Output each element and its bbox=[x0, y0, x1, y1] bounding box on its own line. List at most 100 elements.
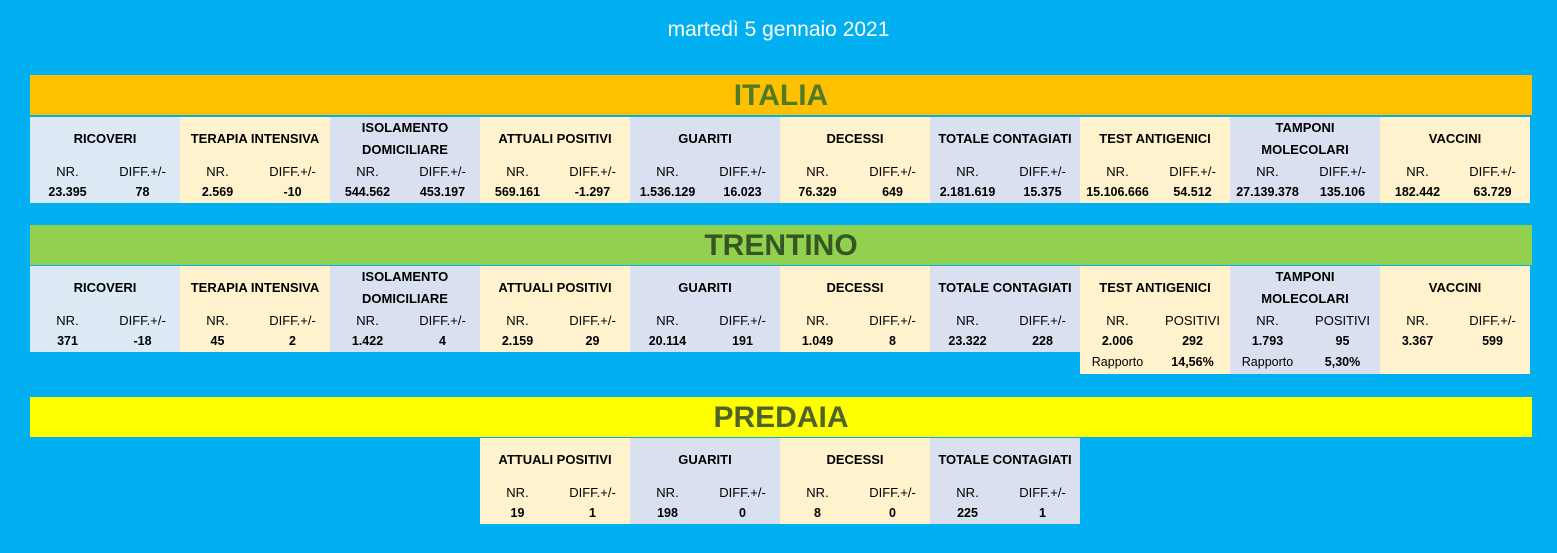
label-nr: NR. bbox=[656, 485, 679, 500]
trentino-card-terapia-intensiva: TERAPIA INTENSIVA NR. DIFF.+/- 45 2 bbox=[180, 266, 330, 352]
value-nr: 20.114 bbox=[648, 334, 687, 348]
label-diff: DIFF.+/- bbox=[419, 164, 466, 179]
value-nr: 1.049 bbox=[801, 334, 834, 348]
label-diff: DIFF.+/- bbox=[419, 313, 466, 328]
card-title: GUARITI bbox=[678, 452, 732, 467]
label-diff: POSITIVI bbox=[1165, 313, 1220, 328]
card-title: TEST ANTIGENICI bbox=[1099, 131, 1211, 146]
label-nr: NR. bbox=[1406, 164, 1429, 179]
trentino-card-guariti: GUARITI NR. DIFF.+/- 20.114 191 bbox=[630, 266, 780, 352]
italia-card-attuali-positivi: ATTUALI POSITIVI NR. DIFF.+/- 569.161 -1.297 bbox=[480, 117, 630, 203]
card-title: TOTALE CONTAGIATI bbox=[938, 280, 1072, 295]
label-nr: NR. bbox=[656, 164, 679, 179]
label-diff: DIFF.+/- bbox=[569, 164, 616, 179]
label-nr: NR. bbox=[1106, 313, 1129, 328]
trentino-card-attuali-positivi: ATTUALI POSITIVI NR. DIFF.+/- 2.159 29 bbox=[480, 266, 630, 352]
value-diff: 63.729 bbox=[1473, 185, 1512, 199]
value-nr: 27.139.378 bbox=[1236, 185, 1299, 199]
label-diff: DIFF.+/- bbox=[719, 485, 766, 500]
italia-card-test-antigenici: TEST ANTIGENICI NR. DIFF.+/- 15.106.666 54.5… bbox=[1080, 117, 1230, 203]
card-title: ATTUALI POSITIVI bbox=[498, 452, 612, 467]
italia-card-guariti: GUARITI NR. DIFF.+/- 1.536.129 16.023 bbox=[630, 117, 780, 203]
trentino-card-totale-contagiati: TOTALE CONTAGIATI NR. DIFF.+/- 23.322 228 bbox=[930, 266, 1080, 352]
label-nr: NR. bbox=[956, 164, 979, 179]
report-date: martedì 5 gennaio 2021 bbox=[667, 18, 890, 41]
italia-card-terapia-intensiva: TERAPIA INTENSIVA NR. DIFF.+/- 2.569 -10 bbox=[180, 117, 330, 203]
label-diff: DIFF.+/- bbox=[1019, 485, 1066, 500]
card-title: RICOVERI bbox=[73, 131, 137, 146]
italia-card-isolamento-domiciliare: ISOLAMENTO DOMICILIARE NR. DIFF.+/- 544.562… bbox=[330, 117, 480, 203]
card-title: TERAPIA INTENSIVA bbox=[190, 280, 320, 295]
label-nr: NR. bbox=[806, 164, 829, 179]
value-nr: 8 bbox=[814, 506, 821, 520]
trentino-card-ricoveri: RICOVERI NR. DIFF.+/- 371 -18 bbox=[30, 266, 180, 352]
label-diff: DIFF.+/- bbox=[1019, 313, 1066, 328]
value-nr: 2.569 bbox=[201, 185, 234, 199]
value-diff: 29 bbox=[585, 334, 600, 348]
label-nr: NR. bbox=[1106, 164, 1129, 179]
card-title: DECESSI bbox=[826, 452, 884, 467]
card-title: VACCINI bbox=[1428, 131, 1482, 146]
italia-card-vaccini: VACCINI NR. DIFF.+/- 182.442 63.729 bbox=[1380, 117, 1530, 203]
label-nr: NR. bbox=[506, 164, 529, 179]
trentino-card-vaccini: VACCINI NR. DIFF.+/- 3.367 599 bbox=[1380, 266, 1530, 352]
label-nr: NR. bbox=[956, 485, 979, 500]
italia-card-ricoveri: RICOVERI NR. DIFF.+/- 23.395 78 bbox=[30, 117, 180, 203]
label-diff: DIFF.+/- bbox=[1019, 164, 1066, 179]
value-nr: 544.562 bbox=[344, 185, 391, 199]
trentino-card-tamponi-molecolari: TAMPONI MOLECOLARI NR. POSITIVI 1.793 95 Rapp… bbox=[1230, 266, 1380, 374]
label-nr: NR. bbox=[1256, 313, 1279, 328]
label-nr: NR. bbox=[206, 313, 229, 328]
card-title: TEST ANTIGENICI bbox=[1099, 280, 1211, 295]
label-nr: NR. bbox=[806, 485, 829, 500]
label-rapporto: Rapporto bbox=[1241, 355, 1294, 369]
label-diff: DIFF.+/- bbox=[1469, 164, 1516, 179]
value-diff: -10 bbox=[283, 185, 302, 199]
value-diff: 54.512 bbox=[1173, 185, 1212, 199]
value-diff: 95 bbox=[1335, 334, 1350, 348]
predaia-card-totale-contagiati: TOTALE CONTAGIATI NR. DIFF.+/- 225 1 bbox=[930, 438, 1080, 524]
banner-trentino: TRENTINO bbox=[30, 225, 1532, 265]
value-nr: 23.322 bbox=[948, 334, 987, 348]
label-nr: NR. bbox=[956, 313, 979, 328]
value-diff: 599 bbox=[1482, 334, 1503, 348]
banner-predaia: PREDAIA bbox=[30, 397, 1532, 437]
card-title: TAMPONI MOLECOLARI bbox=[1261, 120, 1349, 157]
value-rapporto: 14,56% bbox=[1171, 355, 1214, 369]
label-nr: NR. bbox=[506, 313, 529, 328]
value-rapporto: 5,30% bbox=[1324, 355, 1361, 369]
value-diff: 1 bbox=[1039, 506, 1046, 520]
label-nr: NR. bbox=[656, 313, 679, 328]
value-nr: 569.161 bbox=[494, 185, 541, 199]
value-nr: 182.442 bbox=[1394, 185, 1441, 199]
value-nr: 2.006 bbox=[1101, 334, 1134, 348]
value-diff: 191 bbox=[732, 334, 753, 348]
label-diff: DIFF.+/- bbox=[869, 164, 916, 179]
value-nr: 45 bbox=[210, 334, 225, 348]
card-title: GUARITI bbox=[678, 280, 732, 295]
card-title: TERAPIA INTENSIVA bbox=[190, 131, 320, 146]
label-nr: NR. bbox=[206, 164, 229, 179]
value-diff: 4 bbox=[439, 334, 446, 348]
value-nr: 371 bbox=[57, 334, 78, 348]
value-nr: 15.106.666 bbox=[1086, 185, 1149, 199]
label-diff: DIFF.+/- bbox=[119, 313, 166, 328]
label-diff: DIFF.+/- bbox=[1469, 313, 1516, 328]
value-diff: 0 bbox=[739, 506, 746, 520]
card-title: ATTUALI POSITIVI bbox=[498, 280, 612, 295]
label-nr: NR. bbox=[806, 313, 829, 328]
value-nr: 198 bbox=[657, 506, 678, 520]
banner-italia: ITALIA bbox=[30, 75, 1532, 115]
card-title: ISOLAMENTO DOMICILIARE bbox=[361, 120, 449, 157]
label-nr: NR. bbox=[506, 485, 529, 500]
value-nr: 225 bbox=[957, 506, 978, 520]
label-diff: DIFF.+/- bbox=[269, 313, 316, 328]
value-nr: 1.422 bbox=[351, 334, 384, 348]
value-nr: 1.536.129 bbox=[639, 185, 696, 199]
value-diff: 8 bbox=[889, 334, 896, 348]
value-diff: 15.375 bbox=[1023, 185, 1062, 199]
italia-card-totale-contagiati: TOTALE CONTAGIATI NR. DIFF.+/- 2.181.619 15.… bbox=[930, 117, 1080, 203]
italia-card-decessi: DECESSI NR. DIFF.+/- 76.329 649 bbox=[780, 117, 930, 203]
value-diff: 453.197 bbox=[419, 185, 466, 199]
label-nr: NR. bbox=[1406, 313, 1429, 328]
